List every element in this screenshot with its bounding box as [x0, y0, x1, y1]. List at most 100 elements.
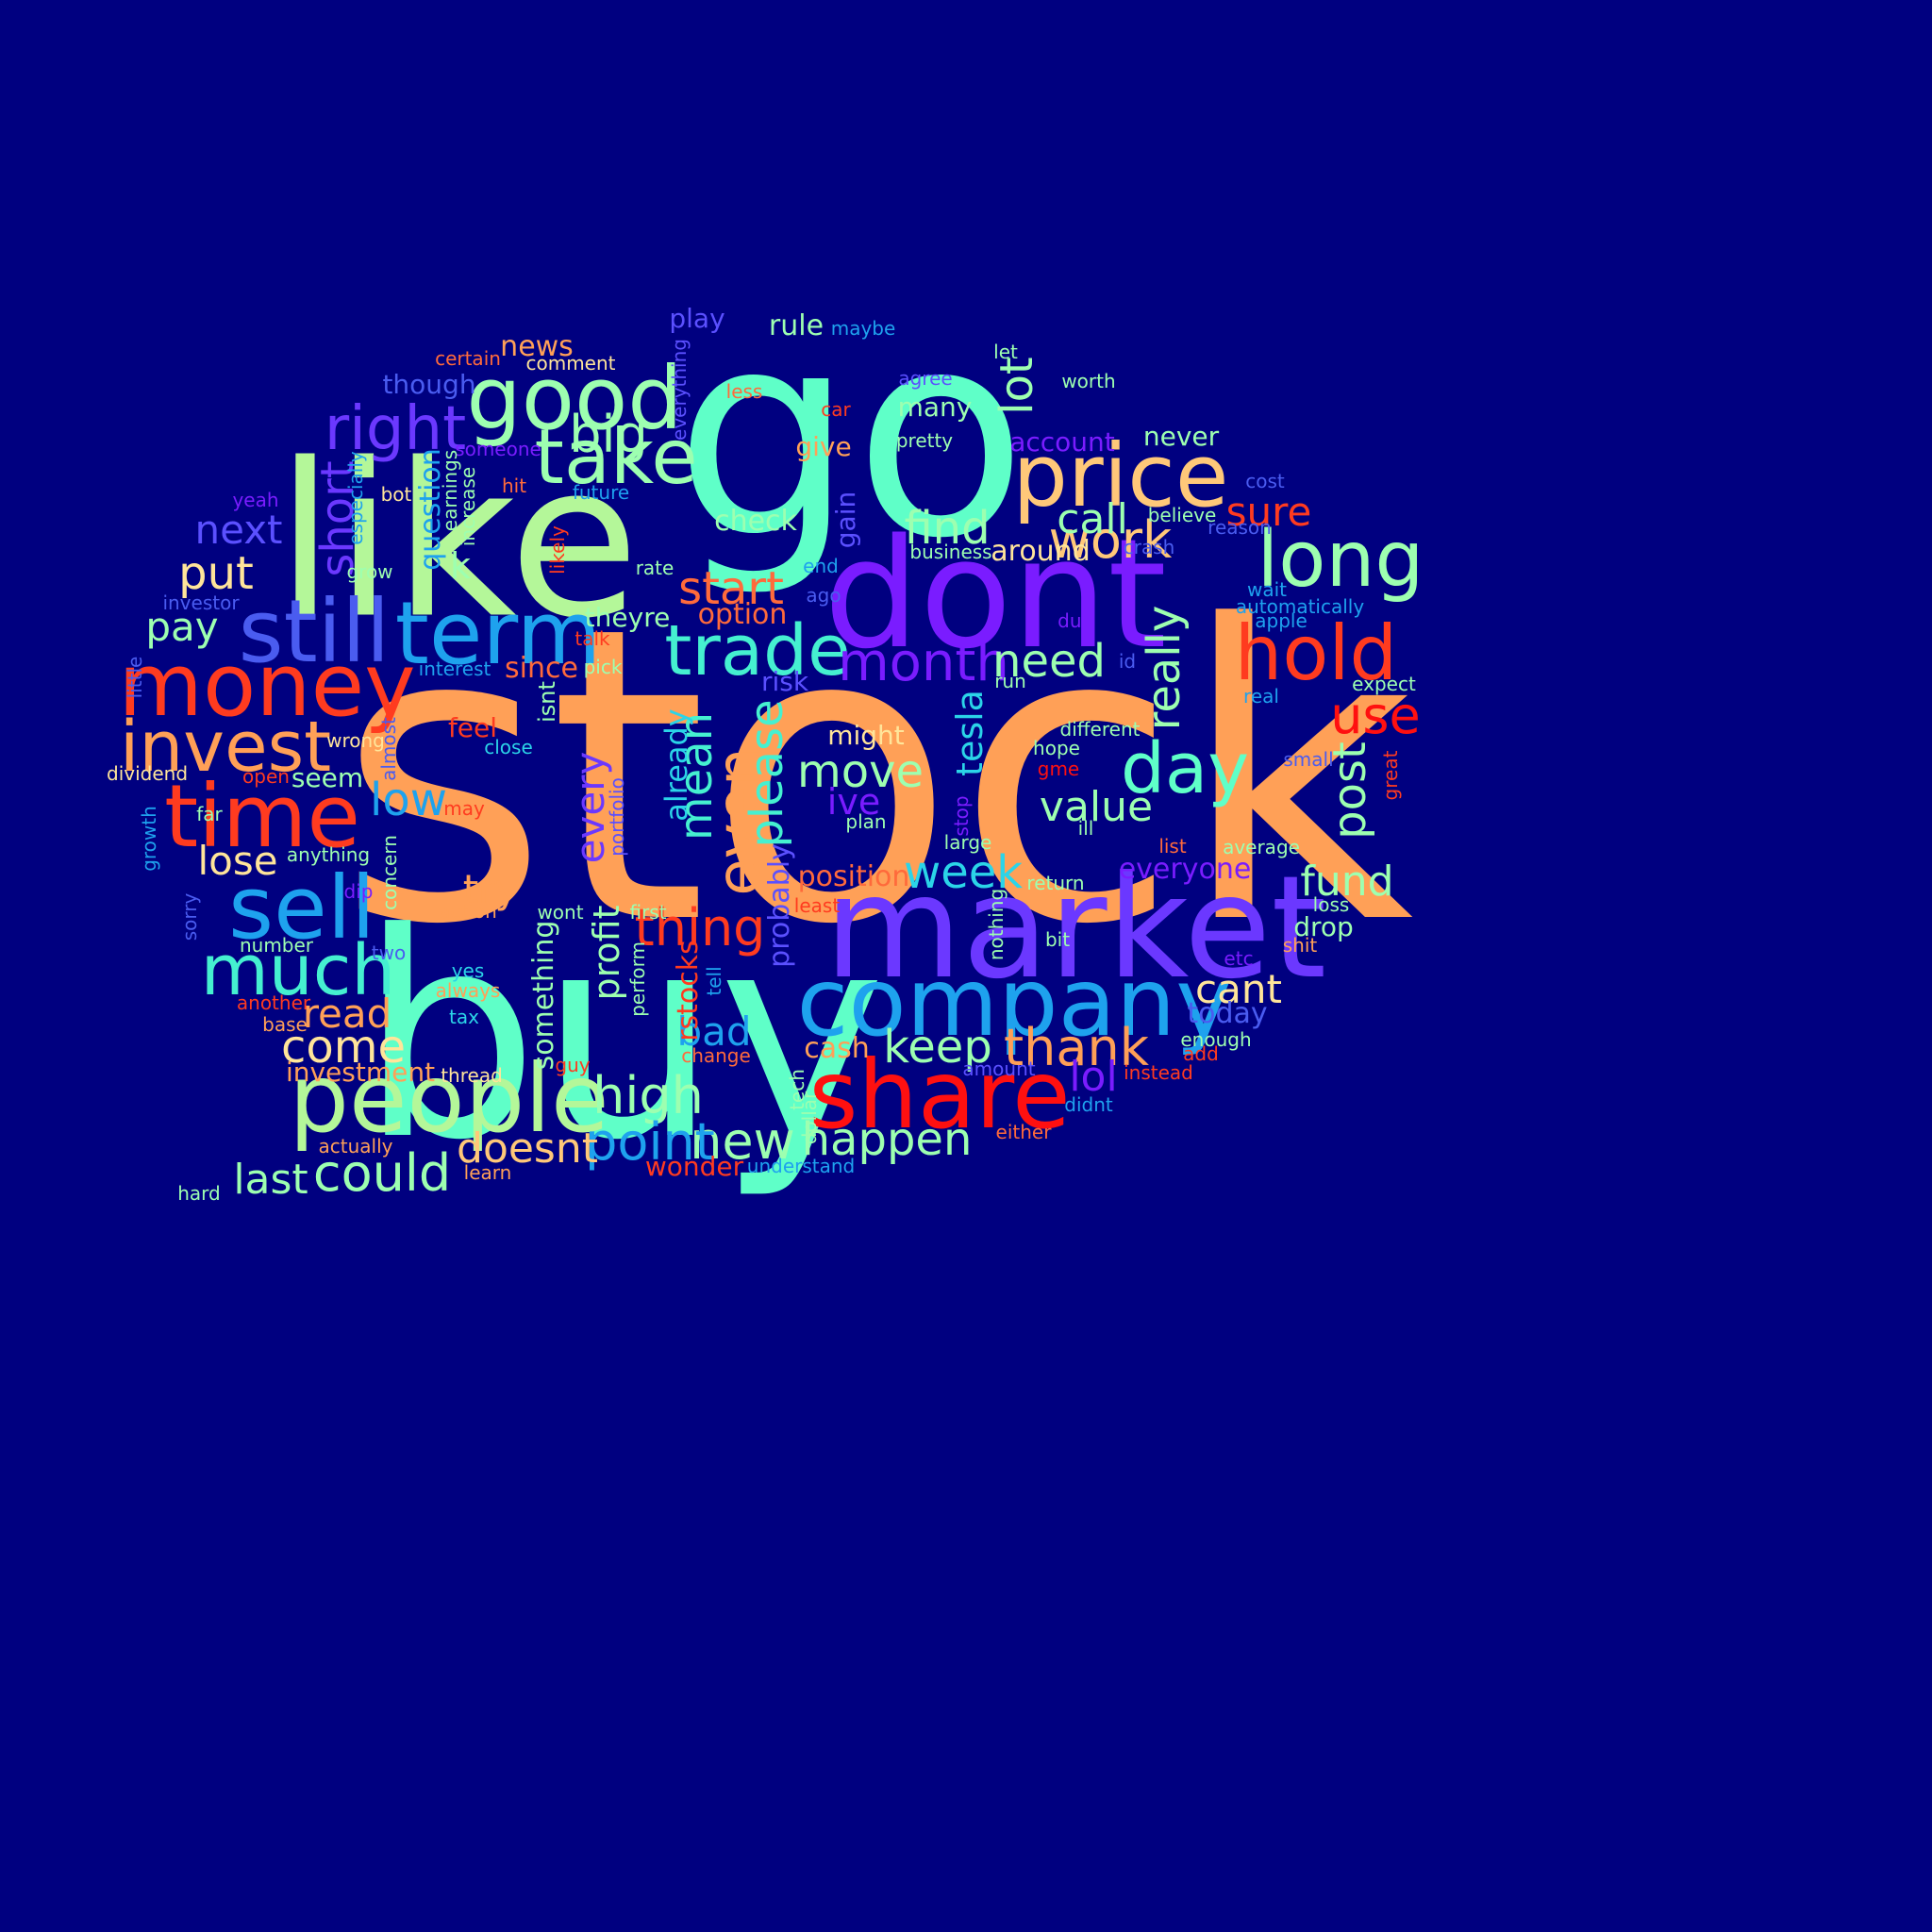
- word-least: least: [793, 894, 841, 917]
- word-talk: talk: [575, 627, 610, 650]
- word-keep: keep: [883, 1021, 992, 1074]
- word-guy: guy: [555, 1054, 591, 1076]
- word-seem: seem: [291, 762, 364, 793]
- word-find: find: [904, 502, 991, 555]
- word-go: go: [675, 271, 1027, 600]
- word-dip: dip: [343, 880, 374, 903]
- word-could: could: [312, 1143, 452, 1203]
- word-fund: fund: [1300, 858, 1394, 906]
- word-worth: worth: [1061, 370, 1116, 392]
- word-interest: interest: [418, 658, 491, 680]
- word-add: add: [1183, 1042, 1219, 1065]
- word-money: money: [118, 635, 416, 736]
- word-lot: lot: [991, 357, 1043, 415]
- word-id: id: [1118, 650, 1137, 673]
- word-next: next: [194, 507, 283, 553]
- word-k: k: [449, 545, 472, 587]
- word-run: run: [994, 670, 1026, 692]
- word-automatically: automatically: [1235, 595, 1365, 618]
- word-especially: especially: [344, 451, 367, 545]
- word-cant: cant: [1195, 966, 1282, 1012]
- word-option: option: [697, 598, 788, 631]
- word-point: point: [585, 1112, 715, 1172]
- word-yes: yes: [451, 959, 485, 982]
- word-high: high: [592, 1066, 704, 1125]
- word-concern: concern: [378, 835, 401, 910]
- word-didnt: didnt: [1064, 1093, 1113, 1116]
- word-certain: certain: [435, 347, 501, 370]
- word-car: car: [821, 398, 851, 421]
- word-last: last: [233, 1156, 308, 1204]
- word-average: average: [1223, 836, 1300, 858]
- word-call: call: [1057, 495, 1128, 543]
- word-probably: probably: [763, 843, 796, 968]
- word-time: time: [164, 766, 360, 867]
- word-another: another: [236, 991, 311, 1014]
- word-change: change: [681, 1044, 751, 1067]
- word-sell: sell: [228, 858, 375, 958]
- word-rate: rate: [635, 557, 675, 579]
- word-give: give: [795, 431, 852, 462]
- word-low: low: [370, 774, 447, 826]
- word-hold: hold: [1234, 609, 1398, 697]
- word-tax: tax: [449, 1006, 479, 1028]
- word-either: either: [995, 1121, 1052, 1143]
- word-tesla: tesla: [949, 690, 991, 776]
- word-every: every: [567, 751, 613, 864]
- word-thing: thing: [634, 898, 766, 958]
- word-trade: trade: [664, 610, 851, 691]
- word-anything: anything: [286, 843, 371, 866]
- word-amount: amount: [962, 1058, 1036, 1080]
- word-hit: hit: [501, 475, 527, 497]
- word-large: large: [943, 831, 992, 854]
- word-need: need: [992, 635, 1106, 688]
- word-shit: shit: [1282, 934, 1318, 957]
- word-yeah: yeah: [232, 489, 279, 511]
- word-plan: plan: [845, 810, 887, 833]
- word-investor: investor: [162, 591, 240, 614]
- word-tell: tell: [703, 966, 725, 996]
- word-try: try: [462, 866, 519, 912]
- word-cash: cash: [804, 1032, 870, 1065]
- word-already: already: [658, 708, 694, 822]
- word-thank: thank: [1004, 1018, 1149, 1077]
- word-business: business: [909, 541, 992, 563]
- word-investment: investment: [285, 1057, 436, 1088]
- word-value: value: [1039, 783, 1154, 831]
- word-two: two: [371, 941, 407, 964]
- word-right: right: [324, 394, 467, 464]
- word-gme: gme: [1037, 758, 1080, 780]
- word-likely: likely: [546, 525, 569, 575]
- word-price: price: [1012, 425, 1229, 526]
- word-really: really: [1138, 605, 1191, 731]
- word-though: though: [382, 369, 476, 400]
- word-little: little: [124, 656, 146, 699]
- word-month: month: [838, 632, 1009, 693]
- word-rule: rule: [768, 309, 824, 342]
- word-work: work: [1048, 510, 1173, 570]
- word-grow: grow: [346, 560, 393, 583]
- word-share: share: [808, 1040, 1071, 1150]
- word-profit: profit: [586, 905, 627, 1001]
- word-around: around: [991, 535, 1091, 568]
- word-great: great: [1379, 750, 1402, 801]
- word-learn: learn: [463, 1161, 512, 1184]
- word-list: list: [1158, 835, 1187, 858]
- word-hope: hope: [1033, 737, 1080, 759]
- word-different: different: [1059, 718, 1141, 741]
- word-feel: feel: [447, 712, 498, 743]
- word-base: base: [262, 1013, 308, 1036]
- word-comment: comment: [525, 352, 616, 375]
- word-doesnt: doesnt: [457, 1124, 598, 1173]
- word-term: term: [394, 583, 602, 684]
- word-theyre: theyre: [584, 602, 671, 633]
- word-small: small: [1283, 748, 1334, 771]
- word-dollar: dollar: [798, 1091, 821, 1145]
- word-maybe: maybe: [830, 317, 896, 340]
- word-check: check: [714, 505, 797, 538]
- word-thread: thread: [441, 1064, 503, 1087]
- word-portfolio: portfolio: [606, 777, 628, 857]
- word-pick: pick: [583, 656, 623, 678]
- word-wonder: wonder: [644, 1151, 744, 1182]
